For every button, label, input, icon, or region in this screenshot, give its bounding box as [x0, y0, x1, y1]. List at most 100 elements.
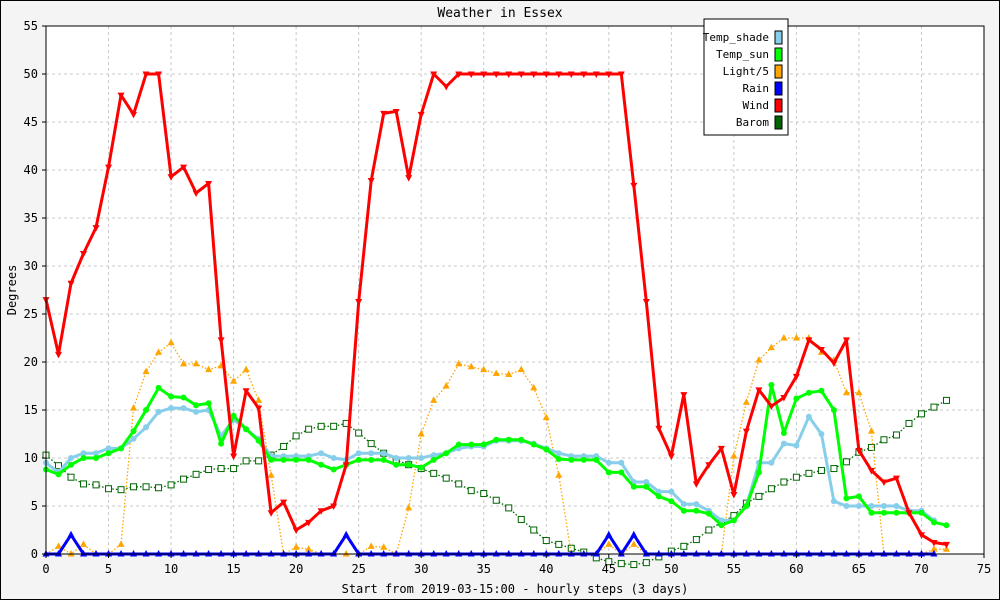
barom-point: [780, 478, 788, 486]
temp-sun-point: [218, 440, 225, 447]
rain-point: [580, 550, 588, 557]
temp-shade-point: [418, 455, 425, 461]
light-5-point: [130, 404, 138, 411]
light-5-point: [792, 334, 800, 341]
legend: Temp_shade Temp_sun Light/5 Rain Wind Barom: [703, 18, 789, 136]
wind-point: [305, 519, 313, 527]
wind-point: [880, 479, 888, 486]
rain-point: [205, 550, 213, 557]
barom-point: [680, 542, 688, 550]
temp-sun-point: [268, 456, 275, 463]
wind-point: [580, 71, 588, 78]
wind-point: [80, 251, 88, 258]
x-tick-label: 35: [477, 562, 491, 576]
temp-shade-point: [880, 503, 887, 509]
wind-point: [205, 180, 213, 188]
temp-sun-point: [93, 455, 100, 461]
barom-point: [192, 470, 200, 478]
rain-point: [192, 550, 200, 557]
temp-shade-point: [155, 408, 162, 415]
barom-point: [105, 485, 113, 493]
light-5-point: [780, 334, 788, 341]
light-5-point: [492, 369, 500, 377]
axis-ticks: 0 5 10 15 20 25 30 35 40 45 50 55 60 65 70 75 0 5 10 15 20 25…: [24, 19, 992, 576]
light-5-point: [267, 471, 275, 478]
barom-point: [367, 440, 375, 448]
rain-point: [317, 550, 325, 557]
temp-shade-point: [193, 408, 200, 415]
rain-point: [742, 550, 750, 557]
barom-point: [355, 429, 363, 437]
wind-point: [755, 387, 763, 394]
barom-point: [880, 436, 888, 444]
temp-sun-point: [393, 461, 400, 468]
legend-swatch-light-5: [774, 64, 783, 79]
y-tick-label: 30: [24, 259, 38, 273]
barom-point: [767, 485, 775, 493]
temp-sun-point: [68, 461, 75, 468]
y-tick-label: 10: [24, 451, 38, 465]
temp-sun-point: [855, 493, 862, 500]
temp-sun-point: [818, 387, 825, 394]
wind-point: [667, 453, 675, 461]
temp-shade-point: [693, 501, 700, 508]
barom-point: [930, 403, 938, 411]
temp-shade-point: [818, 431, 825, 437]
light-5-point: [230, 377, 238, 384]
temp-sun-point: [330, 466, 337, 473]
barom-point: [292, 432, 300, 440]
light-5-point: [205, 365, 213, 373]
rain-point: [642, 550, 650, 557]
barom-point: [817, 466, 825, 474]
temp-sun-point: [630, 483, 637, 490]
wind-point: [905, 510, 913, 517]
temp-sun-point: [118, 445, 125, 452]
light-5-point: [67, 550, 75, 557]
temp-shade-point: [868, 503, 875, 509]
wind-point: [767, 403, 775, 411]
wind-point: [830, 360, 838, 367]
temp-sun-point: [718, 522, 725, 529]
temp-sun-point: [930, 519, 937, 526]
temp-shade-point: [180, 405, 187, 412]
temp-shade-point: [655, 488, 662, 495]
x-tick-label: 65: [852, 562, 866, 576]
light-5-point: [417, 430, 425, 437]
wind-point: [192, 190, 200, 198]
wind-point: [780, 395, 788, 402]
x-tick-label: 10: [164, 562, 178, 576]
rain-point: [605, 530, 613, 538]
wind-point: [655, 425, 663, 433]
rain-point: [892, 550, 900, 557]
temp-shade-point: [330, 455, 337, 461]
temp-sun-point: [618, 469, 625, 476]
temp-shade-point: [843, 503, 850, 509]
barom-point: [230, 465, 238, 473]
rain-point: [680, 550, 688, 557]
barom-point: [430, 469, 438, 477]
light-5-point: [442, 382, 450, 389]
rain-point: [167, 550, 175, 557]
rain-point: [492, 550, 500, 557]
wind-point: [917, 532, 925, 539]
temp-sun-point: [493, 436, 500, 443]
light-5-point: [55, 542, 63, 549]
rain-point: [292, 550, 300, 557]
rain-point: [855, 550, 863, 557]
y-tick-label: 55: [24, 19, 38, 33]
temp-shade-point: [555, 450, 562, 457]
rain-point: [55, 550, 63, 557]
light-5-point: [867, 427, 875, 434]
temp-sun-point: [880, 509, 887, 516]
temp-shade-point: [318, 450, 325, 457]
barom-point: [55, 462, 63, 470]
wind-point: [842, 337, 850, 344]
wind-point: [867, 467, 875, 475]
temp-sun-point: [405, 461, 412, 468]
barom-point: [492, 496, 500, 504]
barom-point: [305, 425, 313, 433]
rain-point: [917, 550, 925, 557]
rain-point: [217, 550, 225, 557]
rain-point: [155, 550, 163, 557]
